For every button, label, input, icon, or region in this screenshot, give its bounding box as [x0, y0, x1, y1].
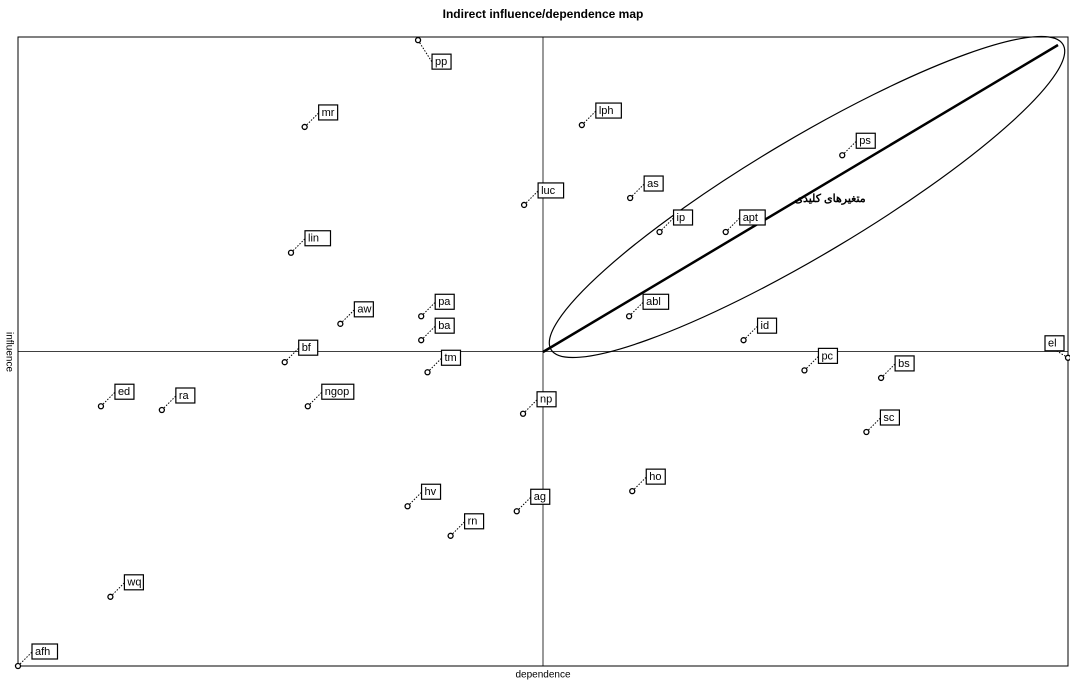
chart-title: Indirect influence/dependence map [443, 7, 644, 21]
point-label: ag [534, 491, 546, 503]
x-axis-label: dependence [515, 670, 570, 681]
annotation: متغیرهای کلیدی [794, 193, 865, 205]
point [864, 430, 869, 435]
point [405, 504, 410, 509]
point-label: luc [541, 185, 556, 197]
point-label: sc [883, 412, 895, 424]
point [579, 123, 584, 128]
point-label: hv [425, 486, 437, 498]
point-label: tm [445, 352, 457, 364]
y-axis-label: influence [3, 332, 14, 372]
point [723, 229, 728, 234]
point [802, 368, 807, 373]
page: Indirect influence/dependence map depend… [0, 0, 1070, 681]
point [425, 370, 430, 375]
point-label: wq [126, 577, 141, 589]
point [521, 411, 526, 416]
point-label: bs [898, 358, 910, 370]
point [419, 338, 424, 343]
point [630, 489, 635, 494]
point [657, 229, 662, 234]
point-label: mr [322, 107, 335, 119]
chart: Indirect influence/dependence map depend… [0, 0, 1070, 681]
point [302, 124, 307, 129]
point-label: ngop [325, 386, 349, 398]
point-label: bf [302, 342, 312, 354]
point [289, 250, 294, 255]
point [98, 404, 103, 409]
point [282, 360, 287, 365]
point-label: abl [646, 296, 661, 308]
point [1066, 355, 1070, 360]
point [628, 196, 633, 201]
point [448, 533, 453, 538]
point [627, 314, 632, 319]
point [159, 407, 164, 412]
point [305, 404, 310, 409]
point [16, 664, 21, 669]
point [419, 314, 424, 319]
point-label: ed [118, 386, 130, 398]
point-label: apt [743, 212, 758, 224]
point-label: aw [357, 304, 371, 316]
point-label: ho [649, 471, 661, 483]
point [879, 375, 884, 380]
point-label: ps [859, 135, 871, 147]
point [741, 338, 746, 343]
point-label: pc [821, 350, 833, 362]
point [416, 38, 421, 43]
point-label: as [647, 178, 659, 190]
point-label: np [540, 394, 552, 406]
point-label: lin [308, 233, 319, 245]
point-label: rn [468, 516, 478, 528]
point [840, 153, 845, 158]
point-label: ip [677, 212, 686, 224]
point-label: pp [435, 56, 447, 68]
point-label: el [1048, 338, 1057, 350]
point [522, 202, 527, 207]
point-label: pa [438, 296, 451, 308]
point-label: ra [179, 390, 190, 402]
leader-line [418, 40, 432, 62]
point-label: lph [599, 105, 614, 117]
point-label: id [761, 320, 770, 332]
point [338, 321, 343, 326]
point-label: afh [35, 646, 50, 658]
point [514, 509, 519, 514]
point-label: ba [438, 320, 451, 332]
point [108, 594, 113, 599]
